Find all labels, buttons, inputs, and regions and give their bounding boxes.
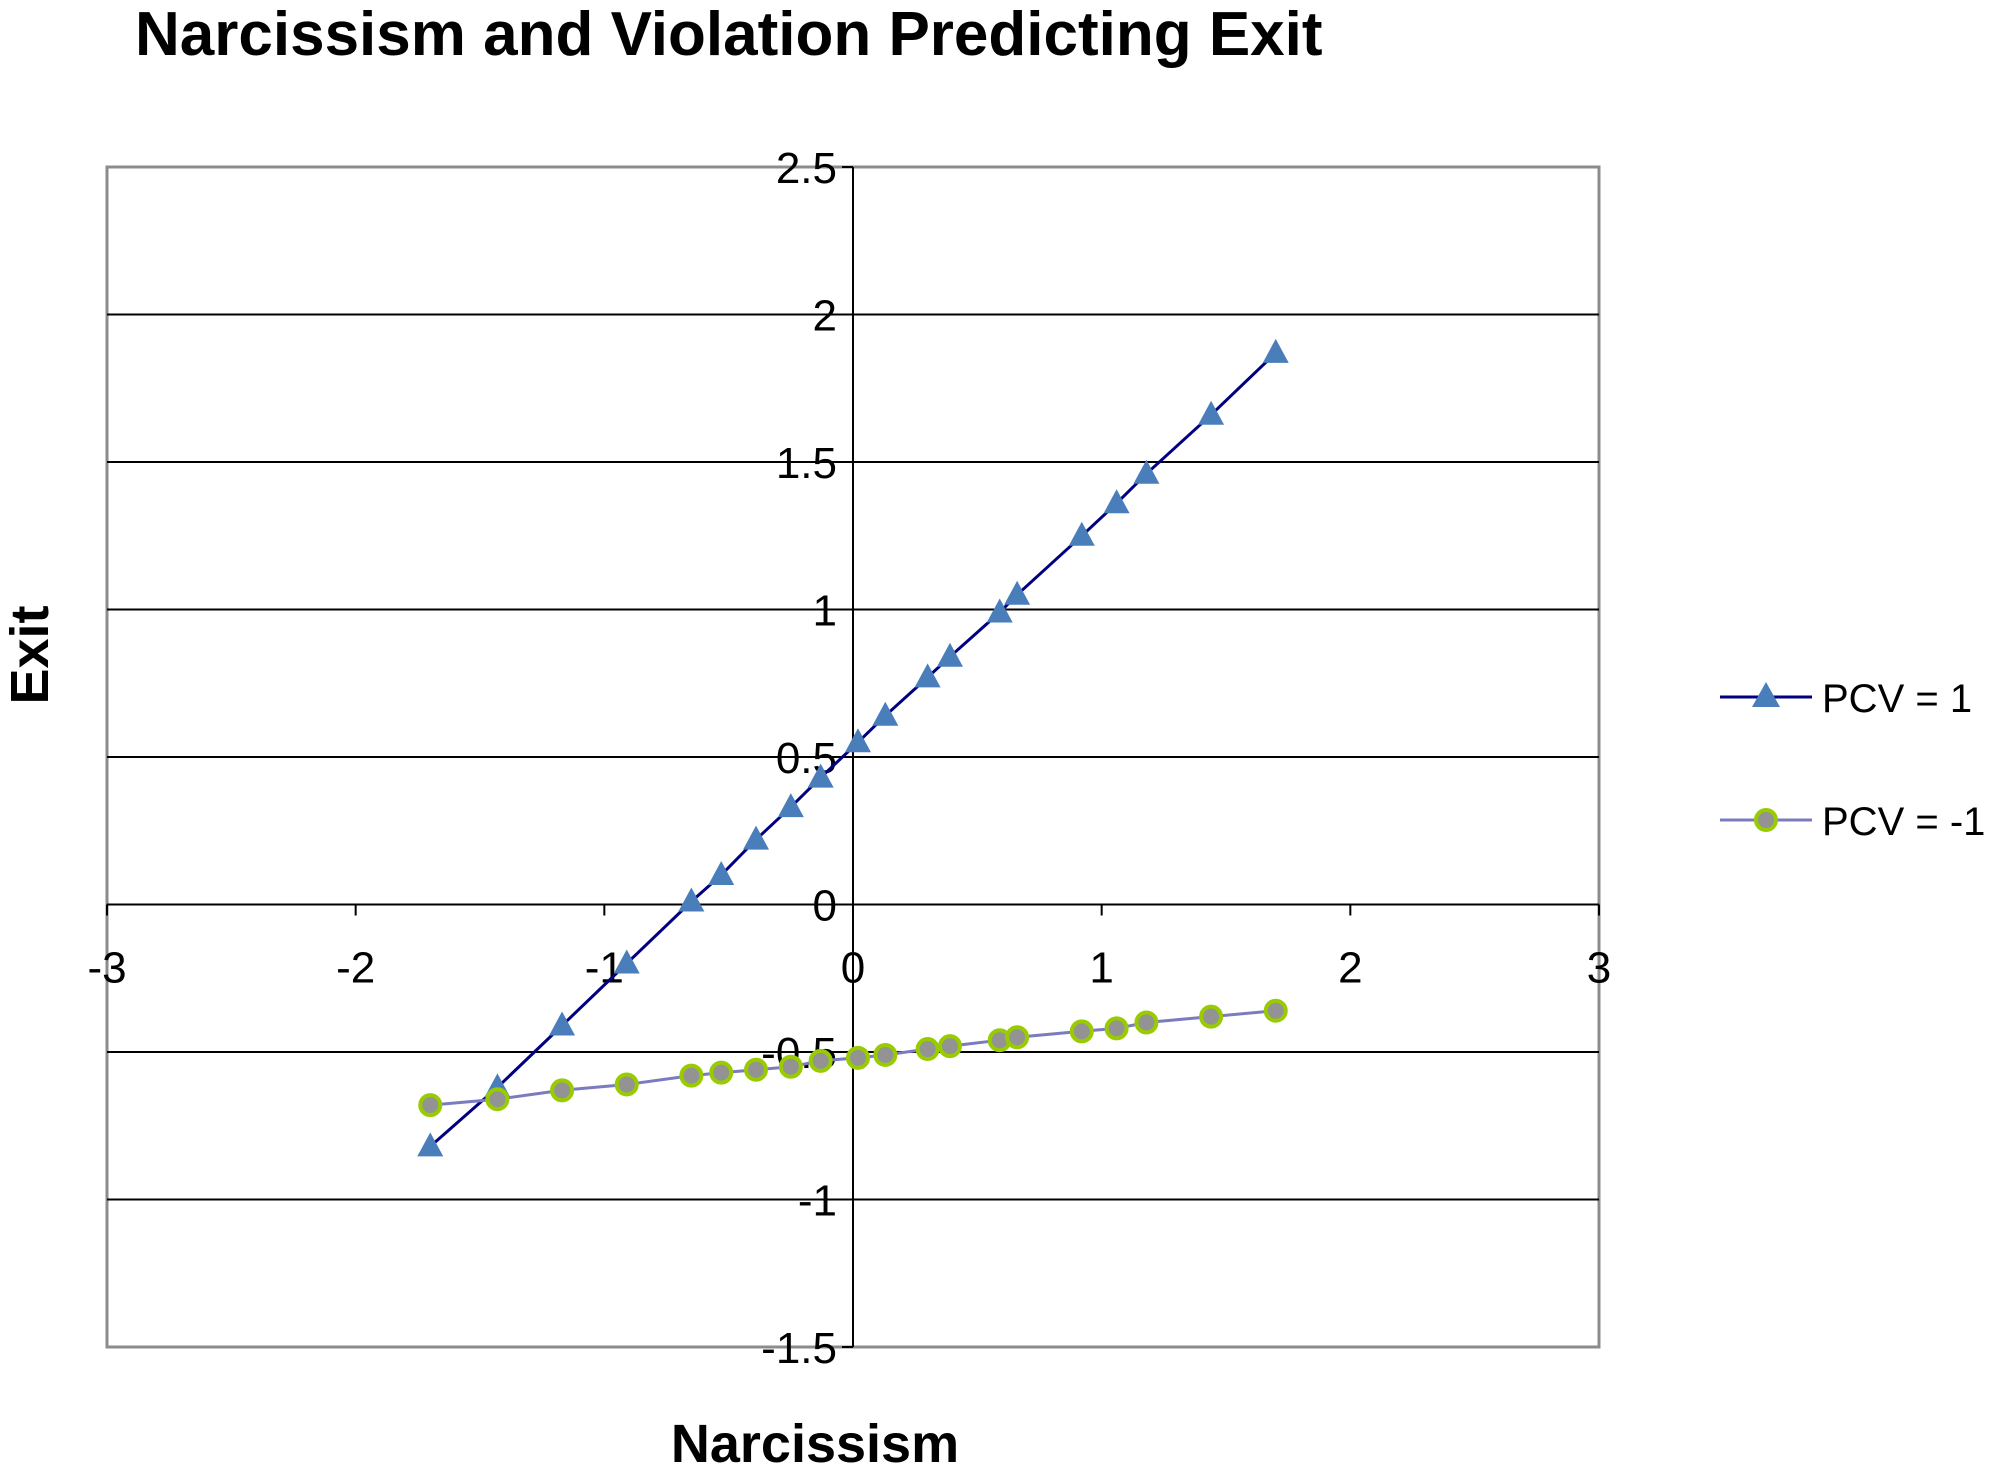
y-tick-label: 2.5 <box>776 144 837 193</box>
data-point-circle <box>778 1054 803 1079</box>
data-point-circle <box>614 1072 639 1097</box>
data-point-circle <box>915 1037 940 1062</box>
data-point-triangle <box>613 949 640 974</box>
data-point-circle <box>1005 1025 1030 1050</box>
data-point-triangle <box>1103 489 1130 514</box>
y-tick-label: 1 <box>813 587 837 636</box>
data-point-circle <box>873 1042 898 1067</box>
x-tick-label: 1 <box>1089 944 1113 993</box>
legend-item-pcv-minus-1: PCV = -1 <box>1720 800 1985 844</box>
y-tick-label: 2 <box>813 292 837 341</box>
data-point-triangle <box>1198 400 1225 425</box>
x-tick-label: 2 <box>1338 944 1362 993</box>
y-tick-label: 0 <box>813 882 837 931</box>
data-point-triangle <box>777 793 804 818</box>
data-point-circle <box>1134 1010 1159 1035</box>
x-tick-label: 3 <box>1587 944 1611 993</box>
data-point-triangle <box>936 642 963 667</box>
data-point-circle <box>845 1045 870 1070</box>
data-point-triangle <box>844 728 871 753</box>
data-point-triangle <box>549 1011 576 1036</box>
data-point-circle <box>679 1063 704 1088</box>
x-tick-label: -3 <box>87 944 126 993</box>
legend-marker-circle <box>1754 808 1778 832</box>
data-point-triangle <box>914 663 941 688</box>
y-tick-label: 1.5 <box>776 439 837 488</box>
data-point-circle <box>485 1087 510 1112</box>
data-point-triangle <box>1262 338 1289 363</box>
data-point-triangle <box>986 598 1013 623</box>
data-point-triangle <box>743 825 770 850</box>
x-tick-label: 0 <box>841 944 865 993</box>
data-point-circle <box>744 1057 769 1082</box>
series-pcv-minus-1 <box>418 998 1288 1118</box>
data-point-triangle <box>678 887 705 912</box>
legend-label-pcv-minus-1: PCV = -1 <box>1822 800 1985 844</box>
data-point-circle <box>550 1078 575 1103</box>
data-point-triangle <box>1133 459 1160 484</box>
data-point-circle <box>1263 998 1288 1023</box>
y-axis-title: Exit <box>0 605 60 704</box>
data-point-circle <box>937 1034 962 1059</box>
y-tick-label: -1.5 <box>761 1324 837 1373</box>
x-axis-title: Narcissism <box>671 1414 959 1470</box>
data-point-circle <box>418 1093 443 1118</box>
data-point-triangle <box>1004 580 1031 605</box>
data-point-triangle <box>807 763 834 788</box>
data-point-triangle <box>1068 521 1095 546</box>
data-point-triangle <box>872 701 899 726</box>
data-point-circle <box>1069 1019 1094 1044</box>
x-tick-label: -2 <box>336 944 375 993</box>
axes <box>106 166 1600 1348</box>
series <box>417 338 1289 1157</box>
data-point-circle <box>808 1048 833 1073</box>
data-point-circle <box>1199 1004 1224 1029</box>
chart-title: Narcissism and Violation Predicting Exit <box>135 0 1323 69</box>
y-tick-label: 0.5 <box>776 734 837 783</box>
data-point-triangle <box>417 1132 444 1157</box>
legend-marker-triangle <box>1752 682 1780 707</box>
legend-item-pcv-1: PCV = 1 <box>1720 677 1972 721</box>
data-point-triangle <box>708 861 735 885</box>
data-point-circle <box>1104 1016 1129 1041</box>
series-pcv-1 <box>417 338 1289 1157</box>
y-tick-label: -1 <box>798 1177 837 1226</box>
legend: PCV = 1 PCV = -1 <box>1720 677 1985 844</box>
data-point-circle <box>709 1060 734 1085</box>
legend-label-pcv-1: PCV = 1 <box>1822 677 1972 721</box>
